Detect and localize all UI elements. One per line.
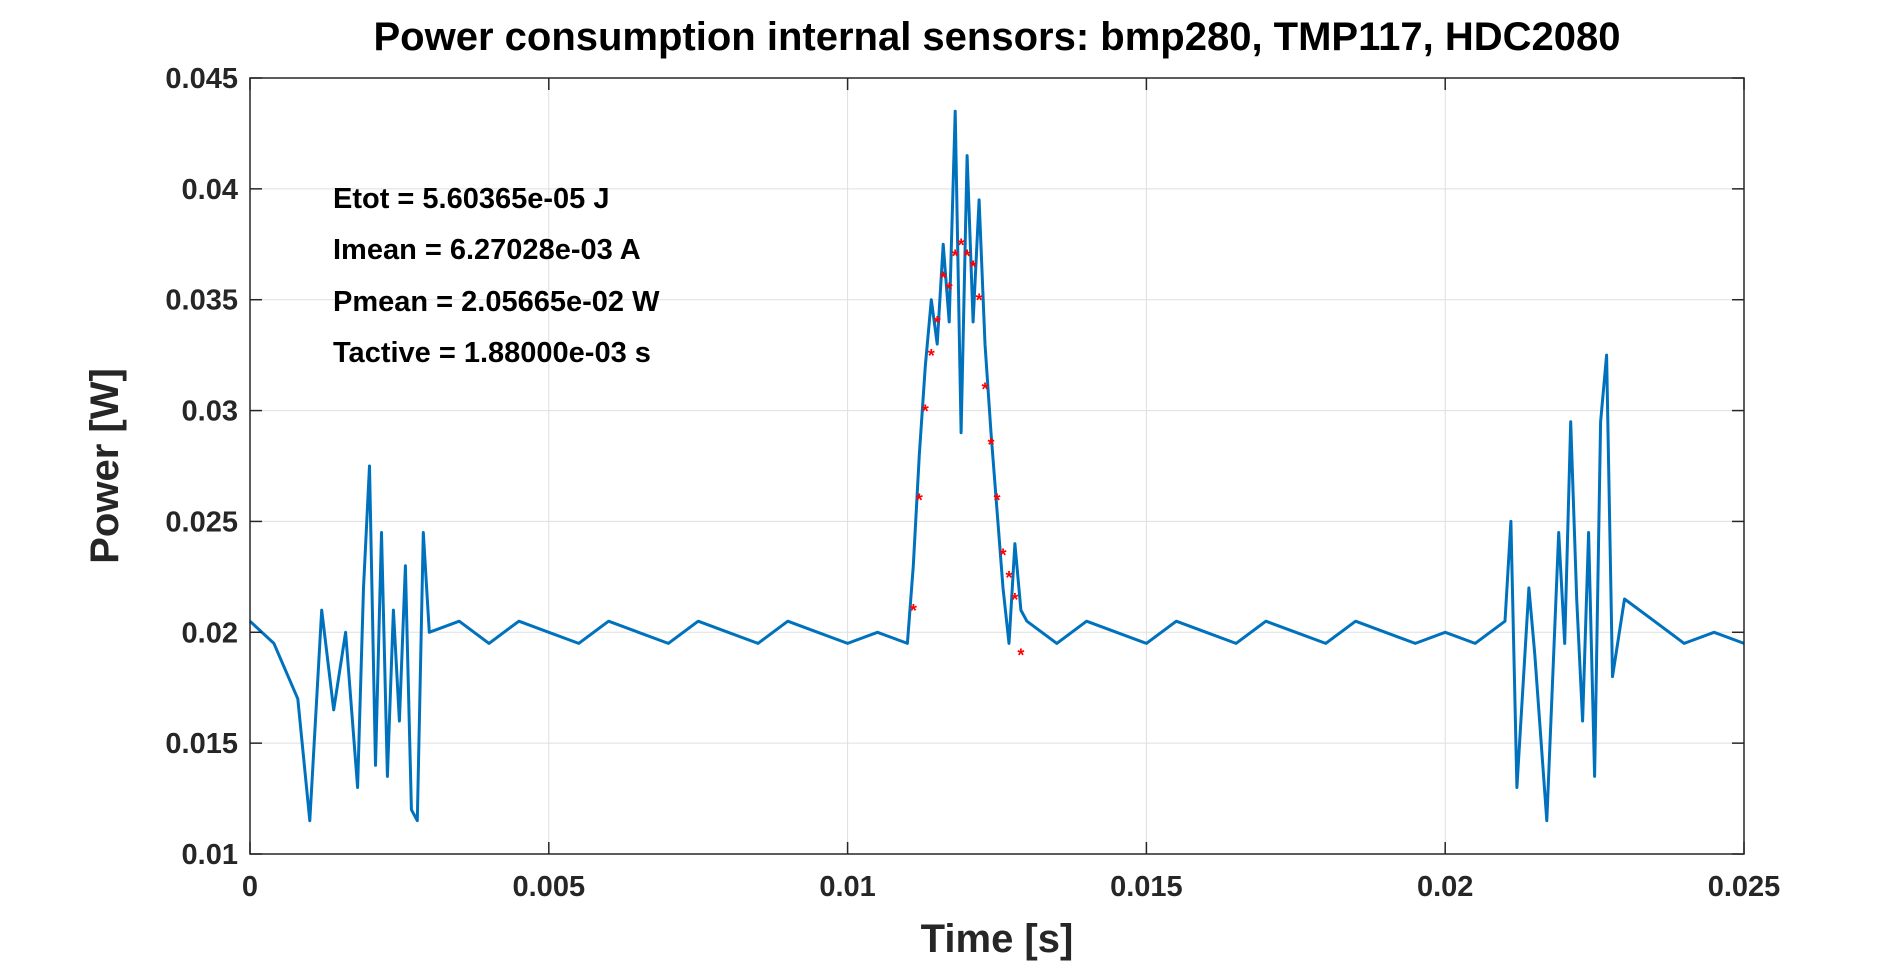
y-tick-label: 0.035	[165, 285, 238, 317]
series-marker: *	[988, 435, 995, 455]
series-line-0	[248, 109, 1745, 823]
annotation-imean: Imean = 6.27028e-03 A	[333, 234, 641, 266]
tick-layer: 0 0.005 0.01 0.015 0.02 0.025 0.01 0.015 0.02 0.0…	[165, 63, 1780, 903]
series-marker: *	[1017, 645, 1024, 665]
y-tick-label: 0.045	[165, 63, 238, 95]
series-marker: *	[934, 313, 941, 333]
x-tick-label: 0	[242, 871, 258, 903]
series-marker: *	[940, 269, 947, 289]
y-tick-label: 0.025	[165, 506, 238, 538]
series-marker: *	[946, 280, 953, 300]
annotation-tactive: Tactive = 1.88000e-03 s	[333, 337, 651, 369]
series-marker: *	[993, 490, 1000, 510]
x-axis-label: Time [s]	[921, 917, 1074, 961]
x-tick-label: 0.015	[1110, 871, 1183, 903]
series-marker: *	[970, 257, 977, 277]
plot-area	[250, 78, 1744, 854]
series-marker: *	[964, 246, 971, 266]
y-tick-label: 0.015	[165, 728, 238, 760]
series-marker: *	[928, 346, 935, 366]
x-tick-label: 0.025	[1708, 871, 1781, 903]
series-marker: *	[958, 235, 965, 255]
y-tick-label: 0.03	[182, 396, 238, 428]
y-axis-label: Power [W]	[83, 368, 127, 564]
series-marker: *	[982, 379, 989, 399]
plot-frame	[249, 77, 1745, 855]
x-tick-label: 0.005	[513, 871, 586, 903]
x-tick-label: 0.01	[819, 871, 875, 903]
y-tick-label: 0.02	[182, 617, 238, 649]
series-marker: *	[999, 546, 1006, 566]
series-marker: *	[976, 291, 983, 311]
series-marker: *	[910, 601, 917, 621]
series-marker: *	[916, 490, 923, 510]
chart-title: Power consumption internal sensors: bmp2…	[373, 15, 1620, 59]
series-marker: *	[1005, 568, 1012, 588]
y-tick-label: 0.01	[182, 839, 238, 871]
series-marker: *	[1011, 590, 1018, 610]
y-tick-label: 0.04	[182, 174, 238, 206]
x-tick-label: 0.02	[1417, 871, 1473, 903]
annotation-pmean: Pmean = 2.05665e-02 W	[333, 286, 660, 318]
annotation-etot: Etot = 5.60365e-05 J	[333, 183, 609, 215]
series-marker: *	[952, 246, 959, 266]
series-marker: *	[922, 402, 929, 422]
annotation-block: Etot = 5.60365e-05 J Imean = 6.27028e-03…	[333, 183, 660, 369]
series-layer: *******************	[248, 109, 1745, 823]
